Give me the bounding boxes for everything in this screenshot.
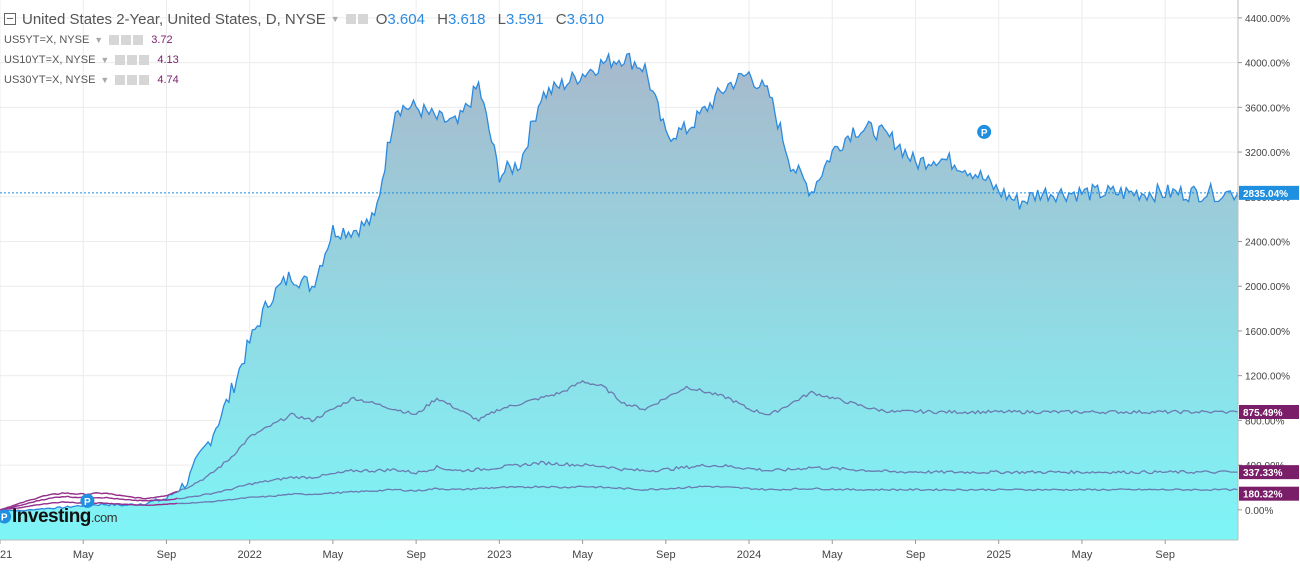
visibility-icon[interactable] [115, 55, 126, 65]
x-tick-label: May [822, 549, 843, 561]
x-tick-label: May [1072, 549, 1093, 561]
series-line-0 [0, 51, 1239, 512]
dropdown-arrow-icon[interactable]: ▼ [100, 55, 110, 65]
x-tick-label: Sep [656, 549, 676, 561]
x-tick-label: Sep [157, 549, 177, 561]
price-badge-label: 337.33% [1243, 468, 1283, 479]
settings-icon[interactable] [127, 55, 138, 65]
investing-logo: Investing.com [12, 506, 118, 527]
x-tick-label: 2023 [487, 549, 511, 561]
y-tick-label: 1200.00% [1245, 372, 1290, 383]
compare-label: US30YT=X, NYSE [4, 74, 96, 86]
compare-value: 3.72 [151, 34, 173, 46]
x-tick-label: Sep [406, 549, 426, 561]
event-marker-label: P [981, 128, 988, 139]
x-axis[interactable]: 2021 May Sep 2022 May Sep 2023 May Sep 2024 May Sep… [0, 539, 1238, 561]
x-tick-label: 2021 [0, 549, 12, 561]
settings-icon[interactable] [121, 35, 132, 45]
settings-icon[interactable] [357, 14, 368, 24]
ohlc-values: O3.604 H3.618 L3.591 C3.610 [375, 10, 605, 28]
y-tick-label: 0.00% [1245, 506, 1273, 517]
event-marker-label: P [1, 513, 8, 524]
compare-legend-us10yt[interactable]: US10YT=X, NYSE ▼ 4.13 [4, 50, 612, 70]
visibility-icon[interactable] [115, 75, 126, 85]
series-lines [0, 51, 1239, 512]
close-icon[interactable] [139, 55, 150, 65]
series-title: United States 2-Year, United States, D, … [22, 10, 326, 28]
compare-value: 4.13 [157, 54, 179, 66]
visibility-icon[interactable] [109, 35, 120, 45]
event-marker-1[interactable] [80, 493, 95, 508]
series-line-3 [0, 485, 1239, 511]
y-tick-label: 2400.00% [1245, 237, 1290, 248]
event-marker-2[interactable] [977, 124, 992, 139]
price-badge-0 [1239, 185, 1299, 200]
y-tick-label: 4400.00% [1245, 14, 1290, 25]
event-markers[interactable]: P P P [0, 124, 992, 524]
x-tick-label: 2022 [237, 549, 261, 561]
price-badge-3 [1239, 486, 1299, 501]
collapse-icon[interactable] [4, 13, 16, 25]
dropdown-arrow-icon[interactable]: ▼ [100, 75, 110, 85]
price-badge-label: 875.49% [1243, 408, 1283, 419]
compare-legend-us30yt[interactable]: US30YT=X, NYSE ▼ 4.74 [4, 70, 612, 90]
dropdown-arrow-icon[interactable]: ▼ [94, 35, 104, 45]
x-tick-label: Sep [1155, 549, 1175, 561]
y-tick-label: 800.00% [1245, 416, 1285, 427]
y-tick-label: 2000.00% [1245, 282, 1290, 293]
event-marker-label: P [84, 497, 91, 508]
price-badge-label: 2835.04% [1243, 189, 1288, 200]
price-badge-1 [1239, 404, 1299, 419]
x-tick-label: 2024 [737, 549, 761, 561]
main-series-legend[interactable]: United States 2-Year, United States, D, … [4, 8, 612, 30]
compare-legend-us5yt[interactable]: US5YT=X, NYSE ▼ 3.72 [4, 30, 612, 50]
y-tick-label: 3200.00% [1245, 148, 1290, 159]
series-areas [0, 53, 1238, 540]
price-badges: 2835.04% 875.49% 337.33% 180.32% [1239, 185, 1299, 501]
series-line-2 [0, 460, 1238, 511]
close-icon[interactable] [133, 35, 144, 45]
y-axis[interactable]: 4400.00%4000.00%3600.00%3200.00%2800.00%… [1237, 0, 1290, 540]
series-line-1 [0, 379, 1239, 511]
y-tick-label: 1600.00% [1245, 327, 1290, 338]
price-badge-label: 180.32% [1243, 490, 1283, 501]
close-icon[interactable] [139, 75, 150, 85]
compare-label: US10YT=X, NYSE [4, 54, 96, 66]
event-marker-0[interactable] [0, 509, 12, 524]
compare-label: US5YT=X, NYSE [4, 34, 90, 46]
x-tick-label: May [323, 549, 344, 561]
compare-value: 4.74 [157, 74, 179, 86]
x-tick-label: May [73, 549, 94, 561]
x-tick-label: Sep [906, 549, 926, 561]
price-badge-2 [1239, 465, 1299, 480]
x-tick-label: 2025 [986, 549, 1010, 561]
chart-legend: United States 2-Year, United States, D, … [4, 8, 612, 90]
settings-icon[interactable] [127, 75, 138, 85]
y-tick-label: 3600.00% [1245, 103, 1290, 114]
visibility-icon[interactable] [345, 14, 356, 24]
x-tick-label: May [572, 549, 593, 561]
dropdown-arrow-icon[interactable]: ▼ [330, 14, 340, 24]
y-tick-label: 4000.00% [1245, 59, 1290, 70]
